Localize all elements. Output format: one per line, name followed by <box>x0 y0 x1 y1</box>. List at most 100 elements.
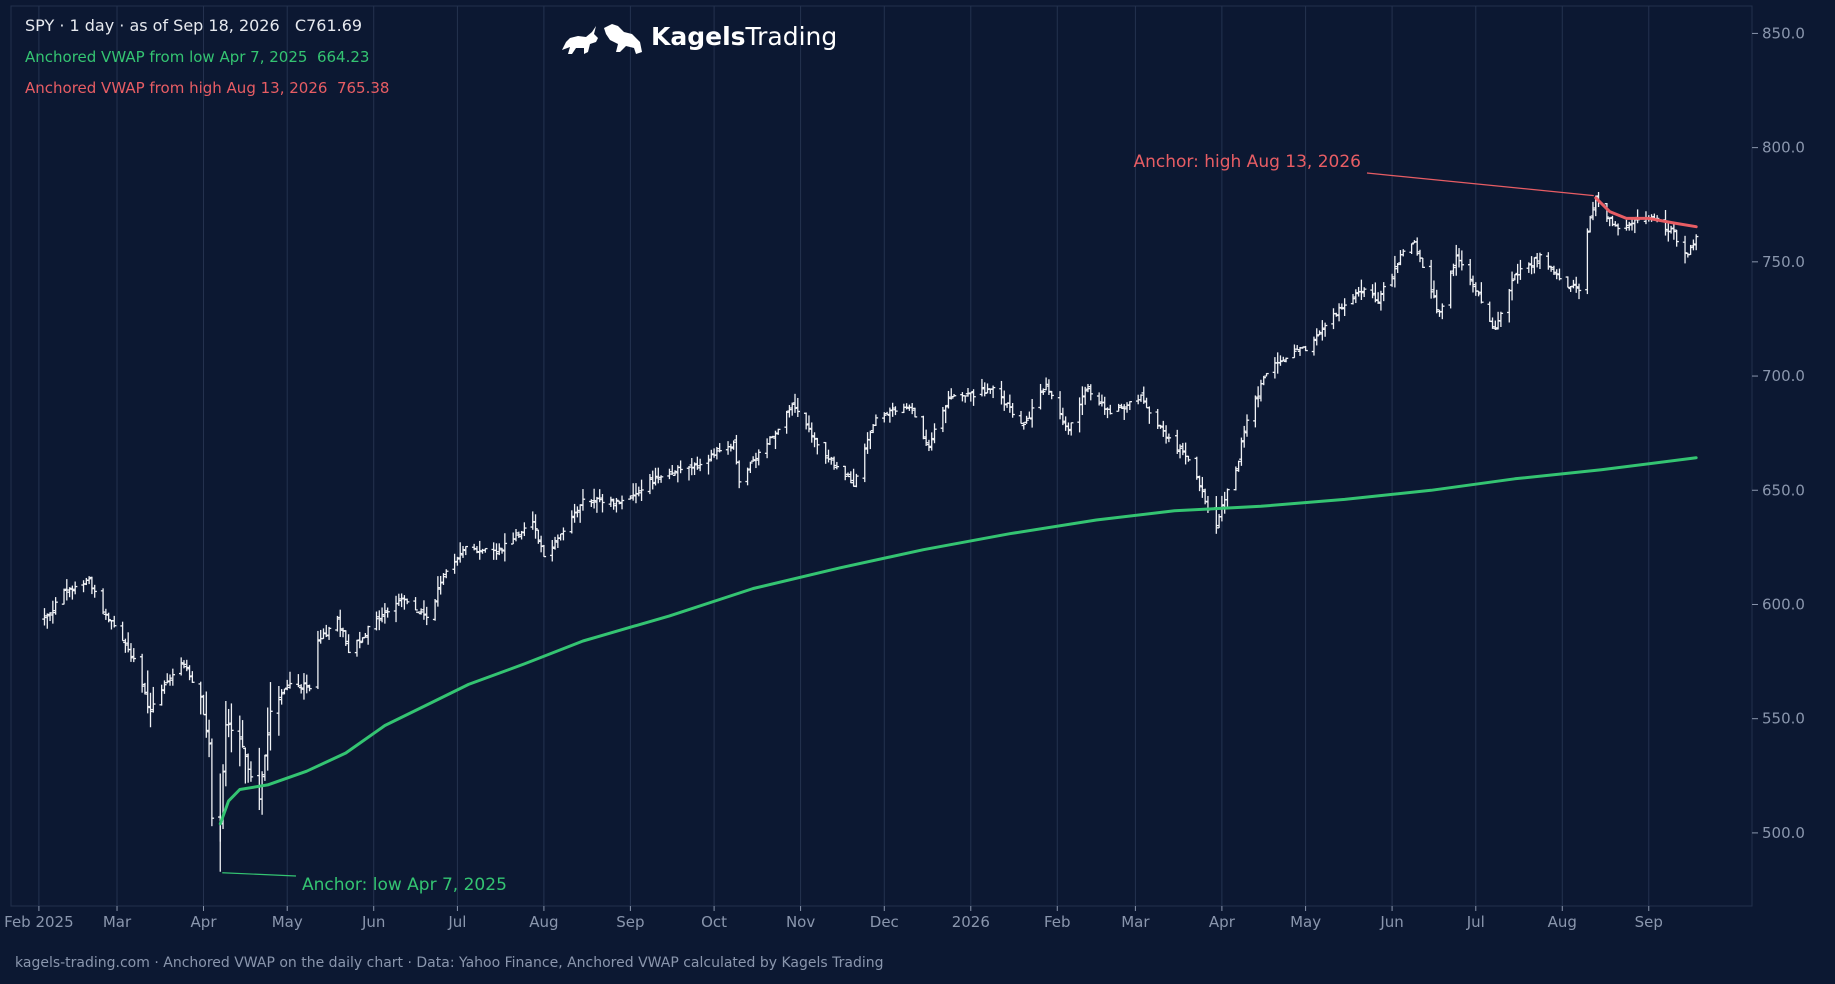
ohlc-bar <box>617 500 622 505</box>
ohlc-bar <box>1392 255 1398 288</box>
ohlc-bar <box>1370 284 1375 299</box>
ohlc-bar <box>1359 279 1364 300</box>
ohlc-bar <box>1414 237 1420 256</box>
ohlc-bar <box>1493 320 1498 330</box>
ohlc-bar <box>460 545 466 558</box>
bull-and-bear-icon <box>562 24 642 54</box>
x-tick-label: Aug <box>529 913 558 931</box>
ohlc-bar <box>209 738 215 827</box>
ohlc-bar <box>1175 429 1180 454</box>
ohlc-bar <box>1381 282 1386 302</box>
ohlc-bar <box>1459 250 1465 271</box>
ohlc-bar <box>963 395 968 403</box>
ohlc-bar <box>167 674 173 686</box>
vwap-lines <box>218 196 1698 826</box>
ohlc-bar <box>206 719 212 758</box>
x-tick-label: Nov <box>786 913 815 931</box>
ohlc-bar <box>697 458 703 472</box>
ohlc-bar <box>1389 273 1395 287</box>
ohlc-bar <box>50 600 56 624</box>
ohlc-bar <box>357 631 362 649</box>
ohlc-bar <box>1587 215 1593 233</box>
ohlc-bar <box>463 545 468 556</box>
ohlc-bar <box>1671 222 1677 240</box>
ohlc-bar <box>165 673 170 684</box>
ohlc-bar <box>112 615 117 628</box>
ohlc-bar <box>1490 317 1495 329</box>
ohlc-bar <box>184 659 189 672</box>
ohlc-bar <box>1060 407 1066 426</box>
ohlc-bar <box>1038 383 1043 410</box>
ohlc-bar <box>441 573 446 585</box>
ohlc-bar <box>714 446 720 460</box>
ohlc-bar <box>619 495 625 510</box>
ohlc-bar <box>932 423 937 444</box>
ohlc-bar <box>790 402 795 416</box>
ohlc-bar <box>477 540 482 560</box>
ohlc-bar <box>843 465 848 481</box>
ohlc-bar <box>630 483 636 501</box>
ohlc-bar <box>1529 256 1534 275</box>
ohlc-bars <box>42 191 1699 872</box>
ohlc-bar <box>541 544 547 558</box>
ohlc-bar <box>187 665 192 681</box>
ohlc-bar <box>921 415 926 440</box>
ohlc-bar <box>1317 330 1322 336</box>
ohlc-bar <box>868 430 873 450</box>
ohlc-bar <box>396 593 402 606</box>
ohlc-bar <box>1339 303 1345 310</box>
ohlc-bar <box>1615 223 1621 236</box>
ohlc-bar <box>1353 289 1359 304</box>
ohlc-bar <box>1236 460 1241 472</box>
ohlc-bar <box>695 456 700 470</box>
ohlc-bar <box>862 443 867 483</box>
ohlc-bar <box>1066 422 1071 435</box>
ohlc-bar <box>1043 377 1049 391</box>
ohlc-bar <box>296 674 301 688</box>
ohlc-bar <box>951 393 957 398</box>
ohlc-bar <box>276 685 282 736</box>
ohlc-bar <box>1613 221 1618 227</box>
ohlc-bar <box>1565 276 1571 289</box>
ohlc-bar <box>787 405 792 418</box>
ohlc-bar <box>1512 274 1518 281</box>
ohlc-bar <box>670 464 675 475</box>
ohlc-bar <box>1534 253 1540 268</box>
ohlc-bar <box>692 462 697 475</box>
ohlc-bar <box>1029 398 1035 428</box>
ohlc-bar <box>1342 298 1347 317</box>
ohlc-bar <box>1420 257 1425 269</box>
ohlc-bar <box>1607 217 1612 227</box>
ohlc-bar <box>374 611 379 631</box>
ohlc-bar <box>1585 228 1590 295</box>
x-tick-label: Sep <box>616 913 644 931</box>
ohlc-bar <box>1108 404 1113 415</box>
low-anchor-leader <box>222 872 297 877</box>
ohlc-bar <box>1395 263 1400 274</box>
ohlc-bar <box>385 607 390 618</box>
ohlc-bar <box>748 461 753 474</box>
ohlc-bar <box>301 673 307 700</box>
symbol-header: SPY · 1 day · as of Sep 18, 2026 C761.69 <box>25 16 362 35</box>
ohlc-bar <box>458 542 463 563</box>
ohlc-bar <box>162 680 167 694</box>
ohlc-bar <box>561 527 566 541</box>
ohlc-bar <box>1509 271 1515 301</box>
y-tick-label: 800.0 <box>1762 139 1805 157</box>
ohlc-bar <box>123 638 128 653</box>
ohlc-bar <box>268 682 273 751</box>
ohlc-bar <box>1576 283 1582 300</box>
ohlc-bar <box>806 415 812 433</box>
ohlc-bar <box>1434 289 1439 314</box>
x-tick-label: May <box>1290 913 1321 931</box>
ohlc-bar <box>494 543 499 560</box>
ohlc-bar <box>499 547 505 554</box>
ohlc-bar <box>639 479 644 502</box>
brand-name-bold: Kagels <box>651 22 746 51</box>
ohlc-bar <box>745 467 750 486</box>
ohlc-bar <box>365 625 371 645</box>
ohlc-bar <box>1604 203 1610 222</box>
ohlc-bar <box>142 682 148 695</box>
ohlc-bar <box>795 397 800 418</box>
ohlc-bar <box>912 407 918 418</box>
